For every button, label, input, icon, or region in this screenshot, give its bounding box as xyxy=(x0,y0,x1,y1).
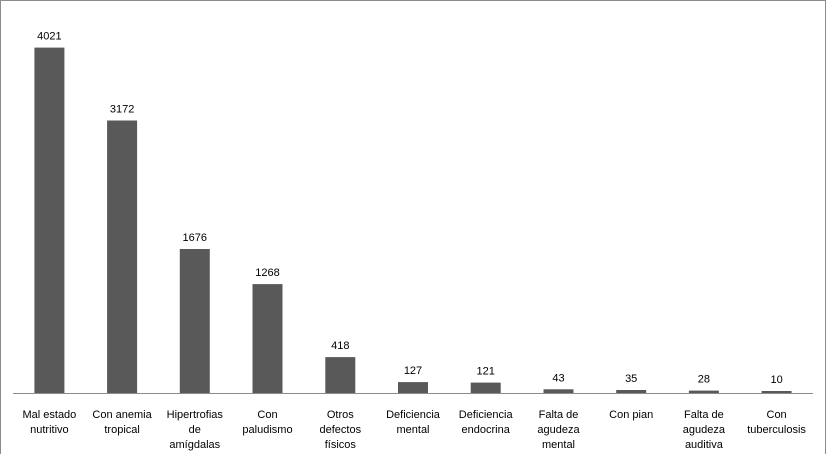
bar xyxy=(688,390,719,393)
bar xyxy=(34,47,65,393)
bar-value-label: 10 xyxy=(770,374,782,386)
bar xyxy=(616,390,647,393)
bar-value-label: 3172 xyxy=(110,104,134,116)
bar-value-label: 127 xyxy=(404,365,422,377)
category-label: Con paludismo xyxy=(242,409,292,436)
bar xyxy=(107,120,138,393)
bar xyxy=(252,284,283,393)
bar xyxy=(470,382,501,393)
category-label: Con pian xyxy=(609,409,653,421)
bar xyxy=(761,391,792,393)
bars-group xyxy=(34,47,792,393)
category-label: Otros defectos físicos xyxy=(320,409,362,451)
bar-value-label: 28 xyxy=(698,374,710,386)
category-label: Con anemia tropical xyxy=(92,409,152,436)
category-label: Mal estado nutritivo xyxy=(22,409,76,436)
category-label: Falta de agudeza auditiva xyxy=(683,409,726,451)
category-labels-group: Mal estado nutritivo Con anemia tropical Hip… xyxy=(22,409,806,451)
bar-value-label: 1268 xyxy=(255,267,279,279)
bar-value-label: 43 xyxy=(552,372,564,384)
bar-value-label: 35 xyxy=(625,373,637,385)
bar xyxy=(179,249,210,393)
category-label: Falta de agudeza mental xyxy=(537,409,580,451)
bar xyxy=(398,382,428,393)
value-labels-group: 4021 3172 1676 1268 418 127 121 43 35 28 10 xyxy=(37,31,783,386)
category-label: Hipertrofias de amígdalas xyxy=(167,409,224,451)
bar xyxy=(325,357,356,393)
category-label: Con tuberculosis xyxy=(747,409,806,436)
bar-value-label: 418 xyxy=(331,340,349,352)
bar-value-label: 121 xyxy=(477,366,495,378)
bar-value-label: 1676 xyxy=(183,232,207,244)
bar xyxy=(543,389,574,393)
category-label: Deficiencia mental xyxy=(386,409,441,436)
category-label: Deficiencia endocrina xyxy=(459,409,514,436)
bar-value-label: 4021 xyxy=(37,31,61,43)
